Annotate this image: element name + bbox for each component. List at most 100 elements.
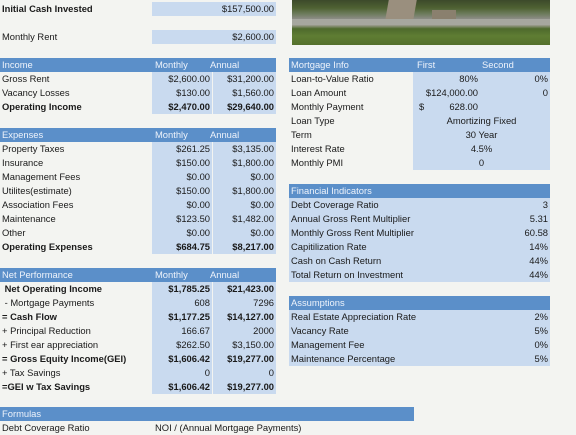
expenses-monthly-cell — [152, 184, 212, 198]
net-annual-cell — [213, 380, 276, 394]
initial-cash-row: Initial Cash Invested $157,500.00 — [0, 2, 276, 16]
expenses-row-label: Utilites(estimate) — [2, 185, 72, 196]
mortgage-row-first: Amortizing Fixed — [446, 115, 517, 126]
expenses-row-annual: $3,135.00 — [232, 143, 274, 154]
expenses-row-monthly: $150.00 — [176, 157, 210, 168]
expenses-row-label: Property Taxes — [2, 143, 65, 154]
assumptions-row: Vacancy Rate 5% — [289, 324, 550, 338]
income-col-monthly: Monthly — [155, 59, 188, 70]
expenses-row: Maintenance $123.50 $1,482.00 — [0, 212, 276, 226]
expenses-row-monthly: $150.00 — [176, 185, 210, 196]
expenses-row-annual: $0.00 — [250, 171, 274, 182]
expenses-row-monthly: $123.50 — [176, 213, 210, 224]
income-col-annual: Annual — [210, 59, 240, 70]
expenses-monthly-cell — [152, 170, 212, 184]
expenses-header: Expenses Monthly Annual — [0, 128, 276, 142]
expenses-col-annual: Annual — [210, 129, 240, 140]
mortgage-row: Monthly PMI 0 — [289, 156, 550, 170]
income-row-annual: $29,640.00 — [227, 101, 274, 112]
net-row: Net Operating Income $1,785.25 $21,423.00 — [0, 282, 276, 296]
net-row: - Mortgage Payments 608 7296 — [0, 296, 276, 310]
photo-path — [385, 0, 417, 20]
net-row-annual: 0 — [268, 367, 274, 378]
income-row-label: Vacancy Losses — [2, 87, 70, 98]
financial-row-cell — [289, 254, 550, 268]
expenses-col-monthly: Monthly — [155, 129, 188, 140]
mortgage-value-cell — [413, 114, 550, 128]
mortgage-row-label: Loan Amount — [291, 87, 347, 98]
expenses-row-annual: $8,217.00 — [232, 241, 274, 252]
monthly-rent-label: Monthly Rent — [2, 31, 58, 42]
assumptions-header: Assumptions — [289, 296, 550, 310]
net-col-monthly: Monthly — [155, 269, 188, 280]
net-annual-cell — [213, 324, 276, 338]
mortgage-row-label: Monthly PMI — [291, 157, 344, 168]
expenses-annual-cell — [213, 184, 276, 198]
assumptions-row: Management Fee 0% — [289, 338, 550, 352]
net-row-annual: $14,127.00 — [227, 311, 274, 322]
initial-cash-value: $157,500.00 — [221, 3, 274, 14]
assumptions-row-cell — [289, 324, 550, 338]
net-row-label: =GEI w Tax Savings — [2, 381, 91, 392]
photo-step — [432, 10, 456, 19]
assumptions-row: Maintenance Percentage 5% — [289, 352, 550, 366]
net-annual-cell — [213, 366, 276, 380]
expenses-row-label: Other — [2, 227, 26, 238]
net-row-annual: 7296 — [253, 297, 274, 308]
income-row: Operating Income $2,470.00 $29,640.00 — [0, 100, 276, 114]
mortgage-row-first: 0 — [478, 157, 485, 168]
net-row-monthly: 608 — [194, 297, 210, 308]
financial-row-cell — [289, 198, 550, 212]
mortgage-row-second: 0 — [542, 87, 548, 98]
assumptions-row-cell — [289, 338, 550, 352]
income-monthly-cell — [152, 72, 212, 86]
expenses-row-annual: $0.00 — [250, 227, 274, 238]
net-row-label: = Gross Equity Income(GEI) — [2, 353, 127, 364]
monthly-rent-cell — [152, 30, 276, 44]
mortgage-row: Loan Type Amortizing Fixed — [289, 114, 550, 128]
financial-row-value: 3 — [542, 199, 548, 210]
net-row-label: + First ear appreciation — [2, 339, 99, 350]
net-row: = Cash Flow $1,177.25 $14,127.00 — [0, 310, 276, 324]
mortgage-row-first: $124,000.00 — [425, 87, 478, 98]
net-monthly-cell — [152, 366, 212, 380]
property-photo — [292, 0, 550, 45]
income-row-label: Gross Rent — [2, 73, 50, 84]
expenses-row-monthly: $684.75 — [176, 241, 210, 252]
mortgage-header: Mortgage Info First Second — [289, 58, 550, 72]
income-annual-cell — [213, 86, 276, 100]
income-row-monthly: $2,470.00 — [168, 101, 210, 112]
expenses-row: Management Fees $0.00 $0.00 — [0, 170, 276, 184]
income-row-monthly: $2,600.00 — [168, 73, 210, 84]
net-annual-cell — [213, 310, 276, 324]
mortgage-col-second: Second — [482, 59, 514, 70]
net-col-annual: Annual — [210, 269, 240, 280]
expenses-annual-cell — [213, 170, 276, 184]
net-row: + Principal Reduction 166.67 2000 — [0, 324, 276, 338]
expenses-row-label: Maintenance — [2, 213, 56, 224]
assumptions-header-label: Assumptions — [291, 297, 345, 308]
mortgage-row-first: 80% — [459, 73, 478, 84]
assumptions-row: Real Estate Appreciation Rate 2% — [289, 310, 550, 324]
financial-row-label: Monthly Gross Rent Multiplier — [291, 227, 414, 238]
expenses-row-label: Operating Expenses — [2, 241, 93, 252]
mortgage-row-label: Term — [291, 129, 312, 140]
expenses-row-annual: $1,482.00 — [232, 213, 274, 224]
formula-row: Debt Coverage Ratio NOI / (Annual Mortgag… — [0, 421, 414, 435]
net-row-monthly: $1,606.42 — [168, 353, 210, 364]
expenses-row-label: Insurance — [2, 157, 44, 168]
net-row: = Gross Equity Income(GEI) $1,606.42 $19,2… — [0, 352, 276, 366]
net-monthly-cell — [152, 310, 212, 324]
monthly-rent-row: Monthly Rent $2,600.00 — [0, 30, 276, 44]
income-header-label: Income — [2, 59, 33, 70]
assumptions-row-label: Real Estate Appreciation Rate — [291, 311, 417, 322]
financial-row-label: Cash on Cash Return — [291, 255, 382, 266]
net-monthly-cell — [152, 352, 212, 366]
financial-row: Cash on Cash Return 44% — [289, 254, 550, 268]
initial-cash-cell — [152, 2, 276, 16]
net-monthly-cell — [152, 338, 212, 352]
financial-row-value: 60.58 — [524, 227, 548, 238]
mortgage-row-label: Loan-to-Value Ratio — [291, 73, 374, 84]
expenses-annual-cell — [213, 240, 276, 254]
financial-row: Total Return on Investment 44% — [289, 268, 550, 282]
